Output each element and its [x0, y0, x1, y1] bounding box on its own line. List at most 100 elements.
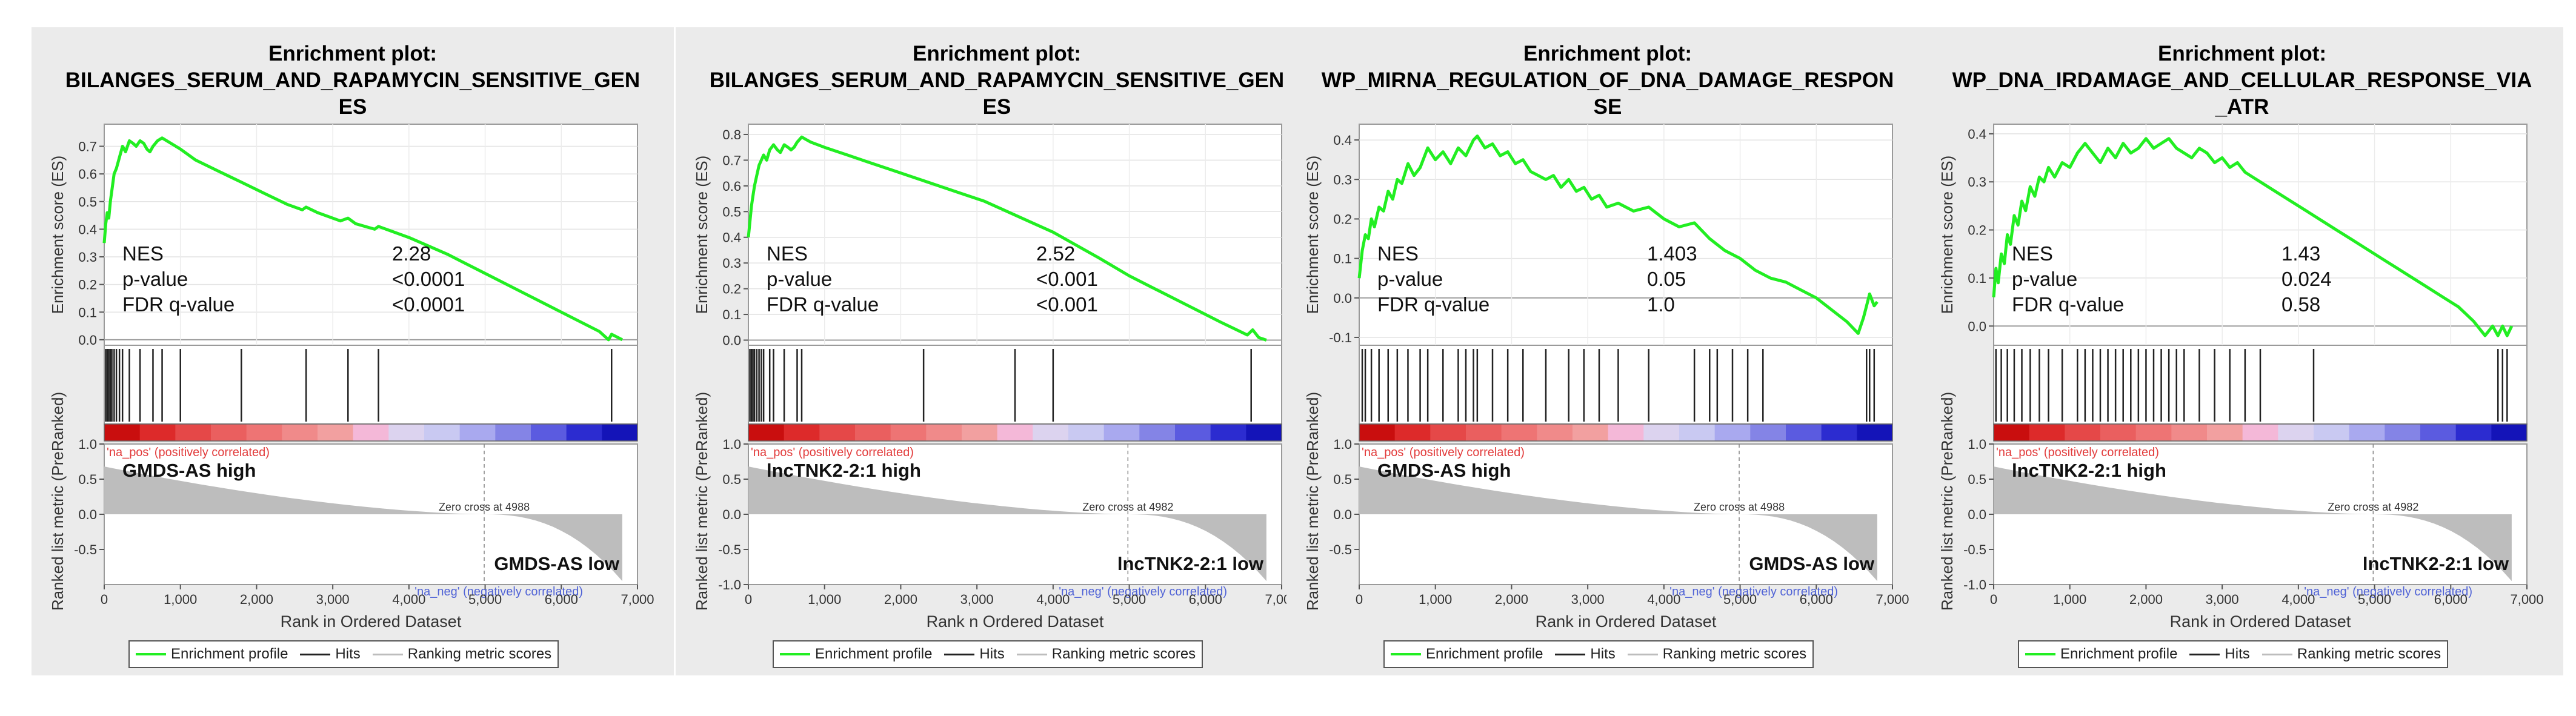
stat-label: FDR q-value [2012, 293, 2124, 316]
legend-item-enrichment: Enrichment profile [780, 646, 932, 663]
x-tick-label: 5,000 [468, 592, 502, 607]
heatmap-segment [2278, 424, 2314, 441]
x-tick-label: 7,000 [621, 592, 654, 607]
x-tick-label: 1,000 [1419, 592, 1452, 607]
es-axis-label: Enrichment score (ES) [1303, 156, 1322, 314]
low-group-label: GMDS-AS low [1749, 553, 1875, 574]
enrichment-curve [747, 135, 1267, 342]
es-tick-label: 0.6 [78, 167, 97, 182]
x-axis-label: Rank in Ordered Dataset [1536, 612, 1717, 631]
neg-correlated-label: 'na_neg' (negatively correlated) [1669, 585, 1838, 598]
legend-label-ranking: Ranking metric scores [407, 646, 552, 662]
es-tick-label: 0.2 [78, 277, 97, 293]
heatmap-segment [1608, 424, 1644, 441]
x-tick-label: 4,000 [1036, 592, 1070, 607]
heatmap-segment [175, 424, 211, 441]
heatmap-segment [2029, 424, 2065, 441]
chart-svg-3: -0.1 0.0 0.1 0.2 0.3 0.4 Enrichment score (ES)… [1303, 124, 1909, 631]
rank-tick-label: 0.5 [78, 472, 97, 487]
heatmap-segment [2455, 424, 2492, 441]
heatmap-segment [1501, 424, 1537, 441]
heatmap-segment [1033, 424, 1069, 441]
es-tick-label: 0.1 [78, 305, 97, 320]
title-line-1: BILANGES_SERUM_AND_RAPAMYCIN_SENSITIVE_G… [65, 68, 641, 92]
stat-label: FDR q-value [767, 293, 879, 316]
heatmap-segment [2065, 424, 2101, 441]
legend-swatch-enrichment [780, 653, 810, 655]
heatmap-border [104, 423, 638, 442]
rank-tick-label: -1.0 [1963, 577, 1986, 592]
x-tick-label: 1,000 [2053, 592, 2086, 607]
x-tick-label: 0 [101, 592, 108, 607]
x-tick-label: 0 [1990, 592, 1997, 607]
es-tick-label: 0.0 [722, 333, 741, 348]
neg-correlated-label: 'na_neg' (negatively correlated) [2304, 585, 2472, 598]
stat-label: FDR q-value [122, 293, 235, 316]
es-tick-label: 0.4 [78, 222, 97, 237]
legend-swatch-ranking [2261, 653, 2292, 655]
heatmap-segment [997, 424, 1033, 441]
rank-tick-label: 0.5 [1333, 472, 1352, 487]
es-plot-area [1993, 124, 2528, 346]
high-group-label: GMDS-AS high [122, 460, 256, 481]
es-tick-label: 0.2 [1968, 223, 1986, 238]
es-tick-label: 0.1 [1968, 271, 1986, 286]
heatmap-segment [1750, 424, 1786, 441]
heatmap-segment [1246, 424, 1282, 441]
legend-item-hits: Hits [944, 646, 1005, 663]
heatmap-segment [1573, 424, 1609, 441]
legend-label-hits: Hits [335, 646, 361, 662]
heatmap-segment [1430, 424, 1466, 441]
ranking-metric-area [1994, 466, 2512, 582]
heatmap-segment [2420, 424, 2457, 441]
es-tick-label: 0.6 [722, 179, 741, 194]
heatmap-segment [318, 424, 354, 441]
legend-item-ranking: Ranking metric scores [2261, 646, 2441, 663]
legend-label-hits: Hits [2225, 646, 2250, 662]
es-tick-label: 0.4 [1333, 133, 1352, 148]
legend-label-hits: Hits [979, 646, 1005, 662]
heatmap-segment [2207, 424, 2243, 441]
es-tick-label: 0.7 [78, 139, 97, 154]
x-tick-label: 7,000 [2510, 592, 2543, 607]
stat-value: 2.52 [1036, 242, 1075, 265]
zero-cross-label: Zero cross at 4988 [439, 501, 530, 513]
heatmap-segment [1139, 424, 1176, 441]
x-tick-label: 2,000 [884, 592, 917, 607]
rank-tick-label: 1.0 [1333, 437, 1352, 452]
rank-tick-label: 0.0 [1333, 507, 1352, 522]
heatmap-segment [2100, 424, 2137, 441]
chart-svg-2: 0.0 0.1 0.2 0.3 0.4 0.5 0.6 0.7 0.8 Enrichment sc… [693, 124, 1299, 631]
es-tick-label: 0.5 [722, 204, 741, 219]
heatmap-segment [104, 424, 141, 441]
title-line-2: ES [982, 95, 1011, 119]
title-line-1: BILANGES_SERUM_AND_RAPAMYCIN_SENSITIVE_G… [709, 68, 1285, 92]
heatmap-segment [890, 424, 927, 441]
legend-label-hits: Hits [1590, 646, 1616, 662]
stat-value: 0.024 [2281, 268, 2332, 290]
es-tick-label: 0.4 [1968, 127, 1986, 142]
es-tick-label: 0.0 [78, 333, 97, 348]
gsea-panel-1: Enrichment plot: BILANGES_SERUM_AND_RAPA… [32, 27, 674, 675]
rank-axis-label: Ranked list metric (PreRanked) [1303, 392, 1322, 611]
title-heading: Enrichment plot: [912, 42, 1082, 65]
heatmap-segment [211, 424, 247, 441]
rank-tick-label: 0.5 [1968, 472, 1986, 487]
rank-tick-label: 0.0 [78, 507, 97, 522]
legend-swatch-enrichment [136, 653, 166, 655]
title-heading: Enrichment plot: [268, 42, 438, 65]
stat-value: <0.001 [1036, 293, 1098, 316]
heatmap-segment [1821, 424, 1857, 441]
rank-tick-label: -0.5 [1963, 542, 1986, 557]
heatmap-segment [1643, 424, 1680, 441]
heatmap-segment [1537, 424, 1573, 441]
legend-swatch-hits [300, 653, 331, 655]
x-tick-label: 5,000 [1113, 592, 1146, 607]
legend-label-enrichment: Enrichment profile [2060, 646, 2178, 662]
legend-swatch-ranking [1016, 653, 1047, 655]
heatmap-segment [2385, 424, 2421, 441]
es-axis-label: Enrichment score (ES) [1938, 156, 1956, 314]
neg-correlated-label: 'na_neg' (negatively correlated) [414, 585, 583, 598]
x-tick-label: 4,000 [2281, 592, 2315, 607]
